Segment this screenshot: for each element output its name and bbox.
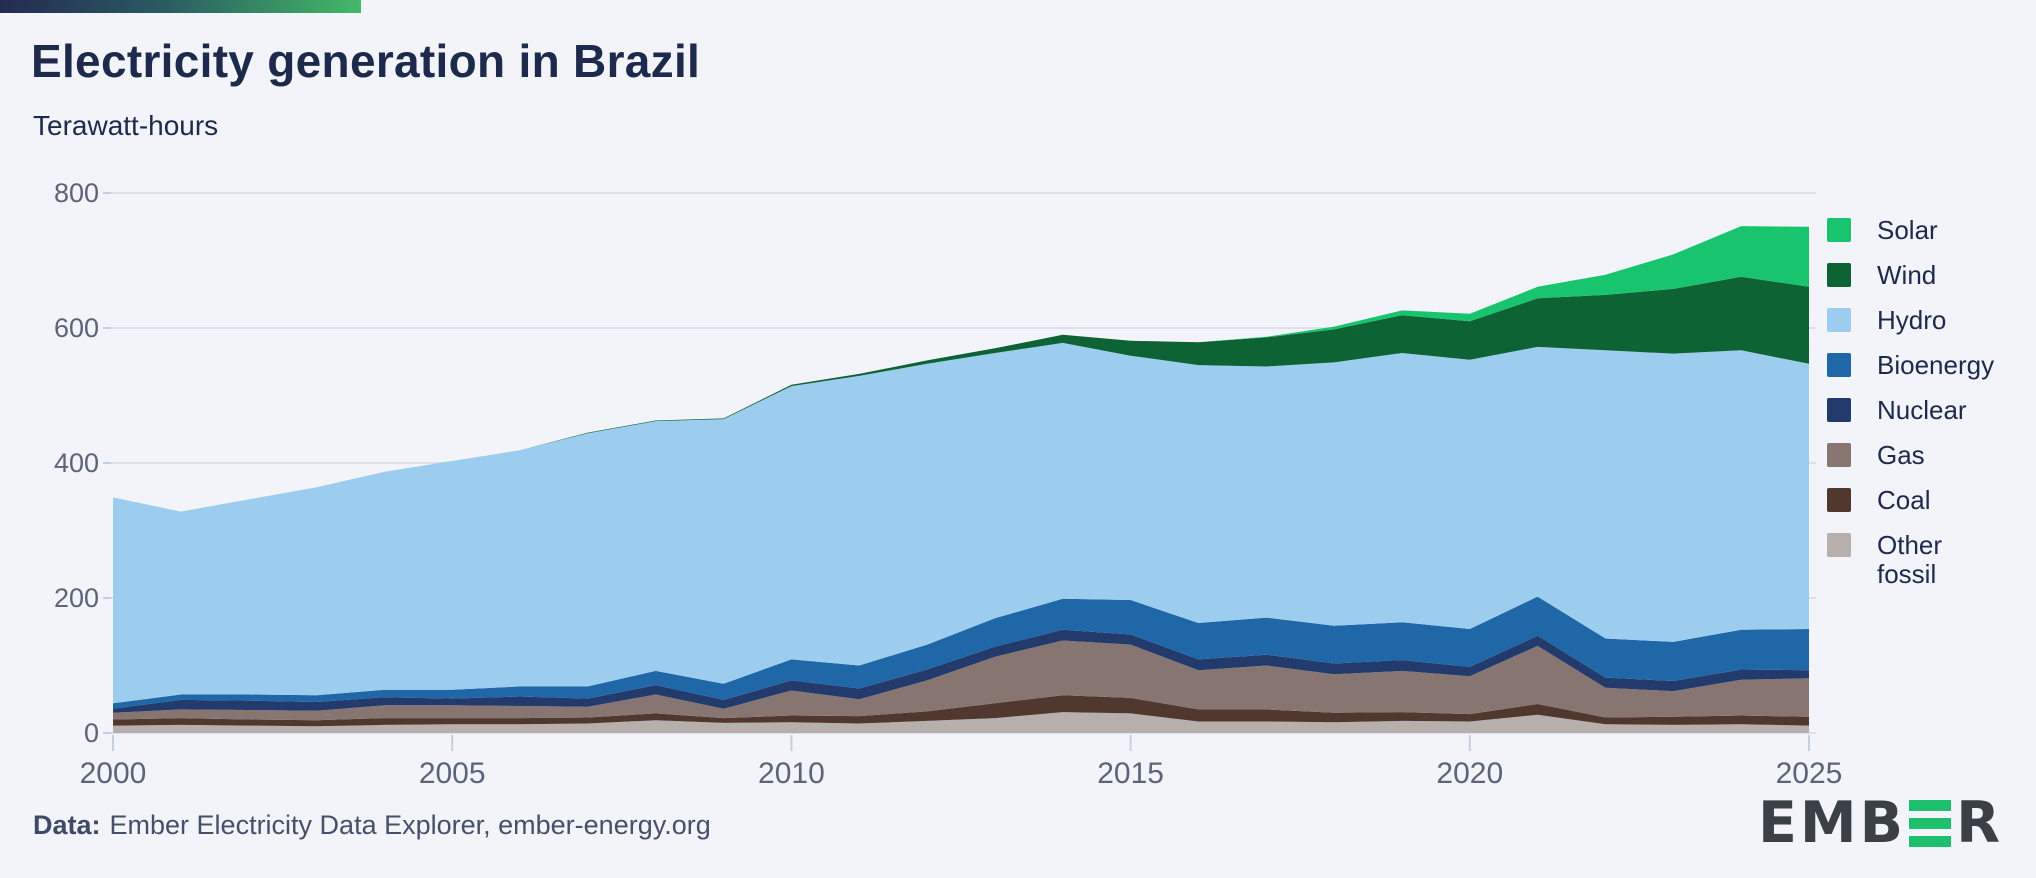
area-bioenergy — [113, 596, 1809, 709]
legend-item-wind: Wind — [1827, 261, 1994, 290]
y-axis-label-0: 0 — [84, 718, 99, 748]
legend-swatch-solar — [1827, 218, 1851, 242]
legend-swatch-hydro — [1827, 308, 1851, 332]
area-gas — [113, 640, 1809, 721]
x-axis-label-2015: 2015 — [1097, 757, 1164, 790]
legend-item-coal: Coal — [1827, 486, 1994, 515]
x-axis-label-2025: 2025 — [1776, 757, 1843, 790]
legend-label-solar: Solar — [1877, 215, 1938, 245]
legend-item-bioenergy: Bioenergy — [1827, 351, 1994, 380]
legend-label-other-fossil: Other fossil — [1877, 530, 1943, 589]
legend-swatch-bioenergy — [1827, 353, 1851, 377]
brand-gradient-bar — [0, 0, 361, 13]
logo-text-r: R — [1956, 790, 2003, 856]
legend-swatch-other-fossil — [1827, 533, 1851, 557]
chart-subtitle: Terawatt-hours — [33, 110, 219, 141]
legend-item-other-fossil: Other fossil — [1827, 531, 1994, 589]
legend-label-nuclear: Nuclear — [1877, 395, 1967, 425]
x-axis-label-2020: 2020 — [1436, 757, 1503, 790]
chart-title: Electricity generation in Brazil — [31, 35, 701, 87]
area-wind — [113, 276, 1809, 512]
legend-label-bioenergy: Bioenergy — [1877, 350, 1995, 380]
y-axis-label-600: 600 — [54, 313, 99, 343]
legend-item-nuclear: Nuclear — [1827, 396, 1994, 425]
y-axis-label-800: 800 — [54, 178, 99, 208]
x-axis-label-2010: 2010 — [758, 757, 825, 790]
x-axis-label-2005: 2005 — [419, 757, 486, 790]
area-hydro — [113, 342, 1809, 704]
legend-item-hydro: Hydro — [1827, 306, 1994, 335]
legend-swatch-wind — [1827, 263, 1851, 287]
x-axis-label-2000: 2000 — [80, 757, 147, 790]
legend-label-coal: Coal — [1877, 485, 1931, 515]
logo-green-e-icon — [1909, 799, 1952, 847]
y-axis-label-400: 400 — [54, 448, 99, 478]
legend-label-wind: Wind — [1877, 260, 1937, 290]
legend-swatch-gas — [1827, 443, 1851, 467]
legend-label-gas: Gas — [1877, 440, 1925, 470]
source-text: Ember Electricity Data Explorer, ember-e… — [109, 810, 711, 840]
legend-swatch-coal — [1827, 488, 1851, 512]
legend-label-hydro: Hydro — [1877, 305, 1947, 335]
logo-text-emb: EMB — [1757, 790, 1907, 856]
source-label: Data: — [33, 810, 101, 840]
source-attribution: Data: Ember Electricity Data Explorer, em… — [33, 810, 711, 841]
area-coal — [113, 695, 1809, 727]
legend-item-gas: Gas — [1827, 441, 1994, 470]
chart-legend: Solar Wind Hydro Bioenergy Nuclear Gas Coal Oth… — [1827, 216, 1994, 605]
legend-item-solar: Solar — [1827, 216, 1994, 245]
y-axis-label-200: 200 — [54, 583, 99, 613]
legend-swatch-nuclear — [1827, 398, 1851, 422]
area-nuclear — [113, 629, 1809, 713]
area-other-fossil — [113, 712, 1809, 733]
ember-logo: EMB R — [1757, 790, 2003, 856]
